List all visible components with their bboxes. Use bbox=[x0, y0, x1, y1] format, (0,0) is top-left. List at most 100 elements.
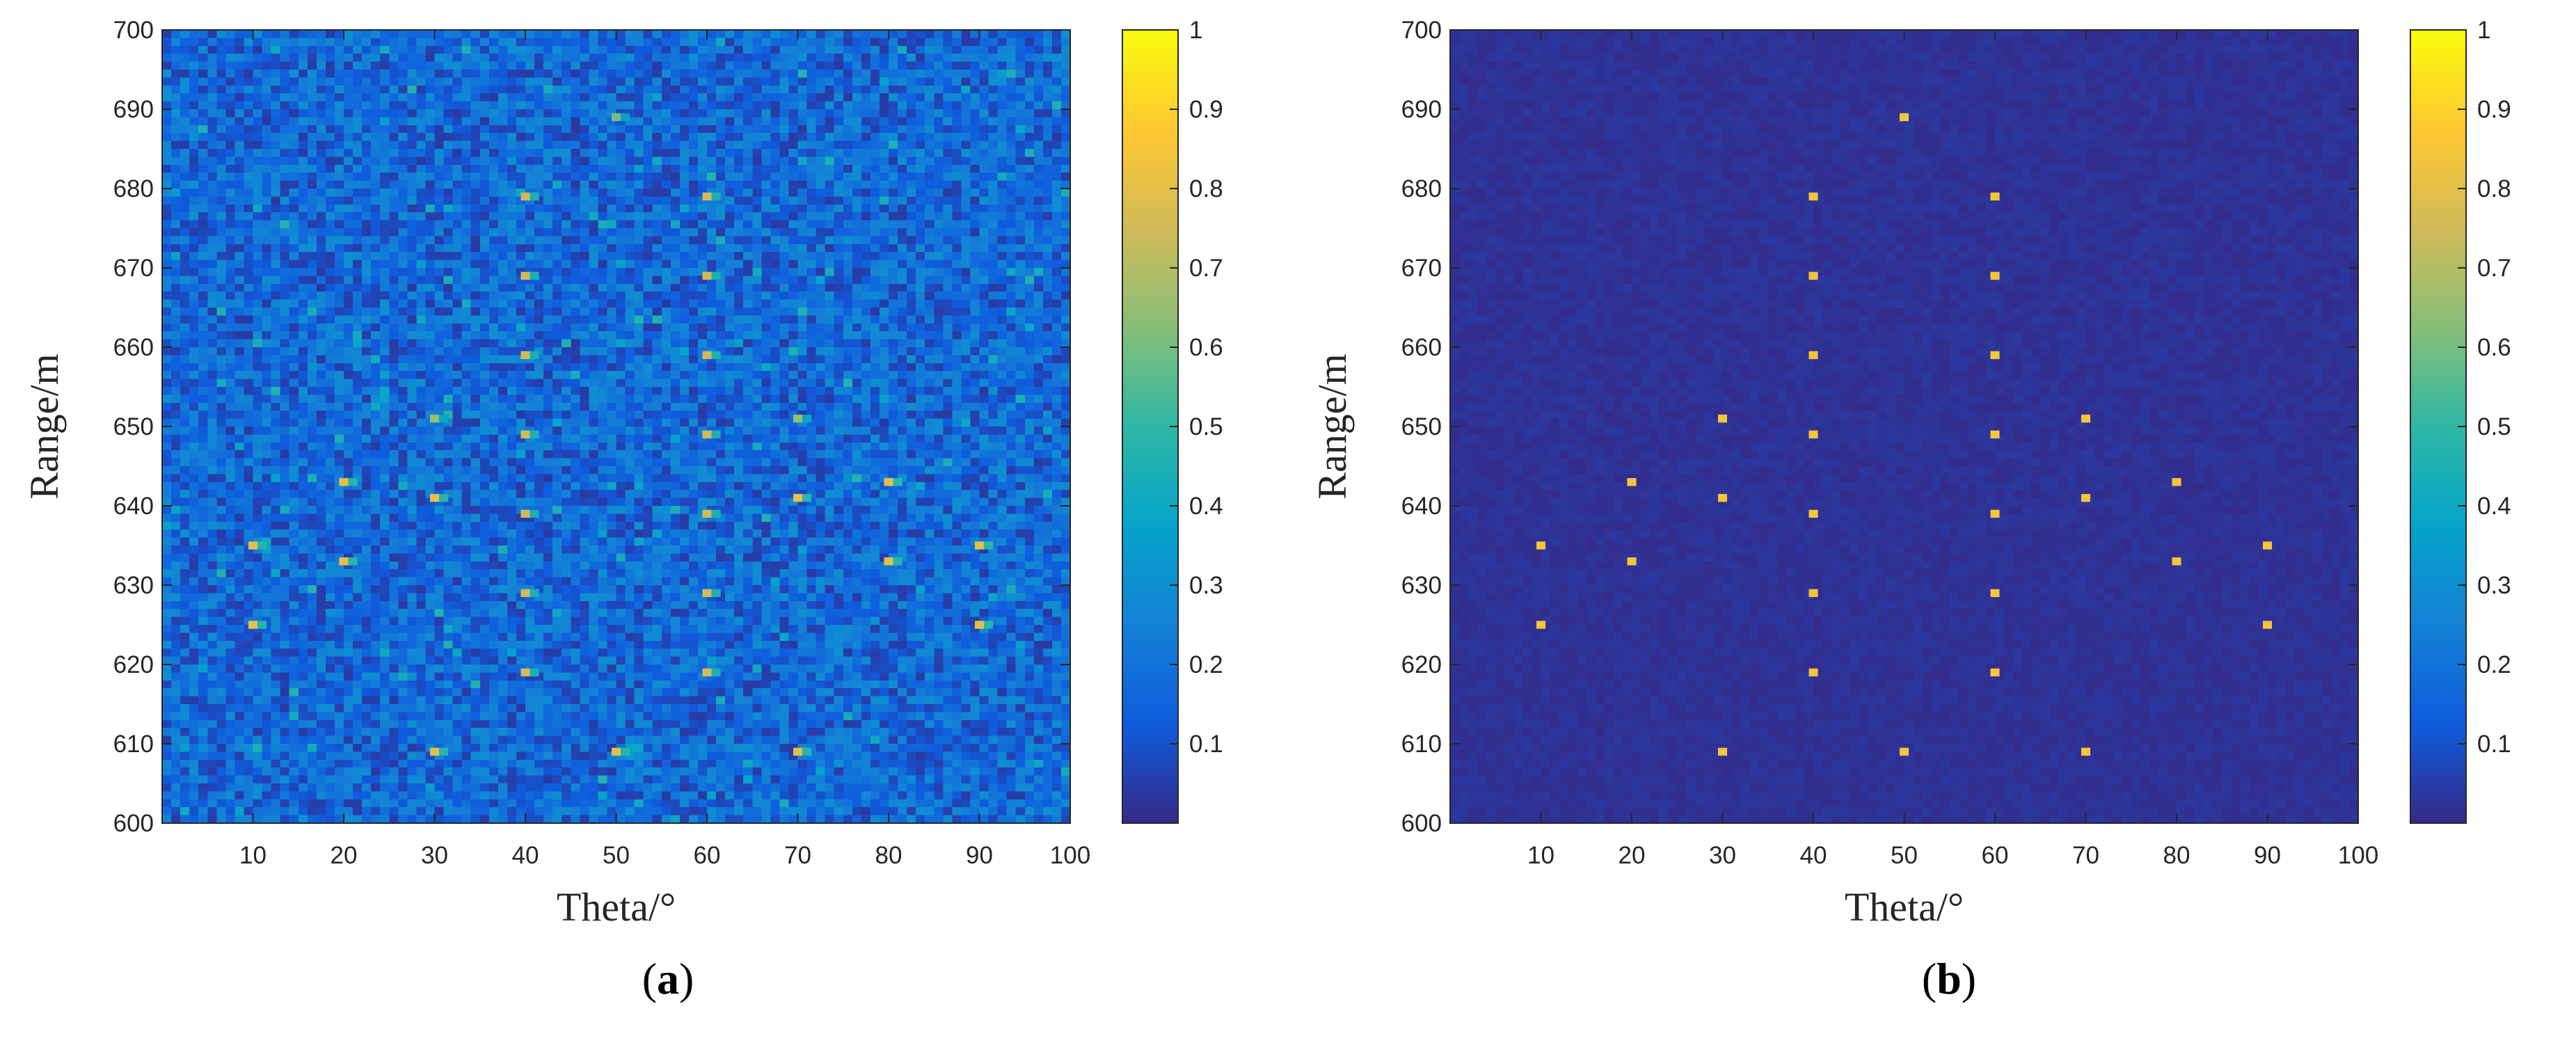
colorbar-tick-label: 0.7 bbox=[2477, 255, 2511, 282]
target-cell-neighbor bbox=[802, 414, 812, 423]
target-cell-neighbor bbox=[984, 621, 994, 629]
target-cell-neighbor bbox=[530, 668, 539, 677]
target-cell bbox=[1808, 668, 1818, 677]
target-cell bbox=[1627, 557, 1637, 566]
y-tick-label: 670 bbox=[1401, 255, 1442, 282]
y-tick-label: 600 bbox=[1401, 810, 1442, 837]
y-tick-label: 640 bbox=[1401, 493, 1442, 520]
target-cell-neighbor bbox=[984, 541, 994, 550]
colorbar-tick-label: 0.6 bbox=[1189, 334, 1223, 361]
target-cell bbox=[702, 430, 712, 439]
target-cell bbox=[611, 113, 621, 122]
colorbar-tick-label: 0.7 bbox=[1189, 255, 1223, 282]
target-cell bbox=[1990, 668, 2000, 677]
y-tick-label: 690 bbox=[113, 96, 154, 123]
target-cell bbox=[1536, 541, 1546, 550]
colorbar-tick-label: 0.2 bbox=[1189, 651, 1223, 678]
target-cell bbox=[2081, 493, 2091, 502]
x-tick-label: 70 bbox=[784, 842, 811, 869]
target-cell bbox=[1808, 192, 1818, 201]
target-cell bbox=[520, 192, 530, 201]
target-cell bbox=[2081, 747, 2091, 756]
x-tick-label: 90 bbox=[2254, 842, 2281, 869]
target-cell-neighbor bbox=[711, 430, 721, 439]
target-cell bbox=[1899, 113, 1909, 122]
target-cell-neighbor bbox=[893, 478, 903, 486]
chart-panel-b: 10 20 30 40 50 60 70 80 90 100 600 610 620 630 640 650 6… bbox=[1288, 0, 2576, 1059]
heatmap-background-cells bbox=[162, 30, 1070, 823]
target-cell bbox=[1536, 621, 1546, 629]
target-cell-neighbor bbox=[711, 351, 721, 360]
x-tick-label: 40 bbox=[512, 842, 539, 869]
target-cell-neighbor bbox=[802, 493, 812, 502]
x-tick-label: 100 bbox=[2338, 842, 2378, 869]
x-axis-label: Theta/° bbox=[557, 884, 676, 930]
y-tick-label: 680 bbox=[1401, 175, 1442, 202]
target-cell bbox=[884, 557, 893, 566]
colorbar-tick-label: 0.8 bbox=[1189, 175, 1223, 202]
x-tick-label: 10 bbox=[239, 842, 267, 869]
target-cell-neighbor bbox=[530, 430, 539, 439]
x-tick-label: 20 bbox=[331, 842, 358, 869]
colorbar-tick-label: 0.9 bbox=[1189, 96, 1223, 123]
target-cell bbox=[702, 509, 712, 518]
y-axis-label: Range/m bbox=[1310, 353, 1355, 499]
target-cell bbox=[2262, 621, 2273, 629]
target-cell bbox=[429, 493, 440, 502]
y-tick-label: 660 bbox=[113, 334, 154, 361]
colorbar-tick-label: 0.1 bbox=[2477, 731, 2511, 758]
caption-letter: b bbox=[1937, 954, 1962, 1003]
y-tick-label: 700 bbox=[1401, 17, 1442, 44]
target-cell-neighbor bbox=[893, 557, 903, 566]
target-cell bbox=[2081, 414, 2091, 423]
target-cell bbox=[248, 541, 258, 550]
target-cell bbox=[1990, 351, 2000, 360]
target-cell-neighbor bbox=[439, 493, 449, 502]
target-cell-neighbor bbox=[257, 621, 267, 629]
x-tick-label: 50 bbox=[603, 842, 630, 869]
colorbar-tick-label: 0.4 bbox=[1189, 493, 1223, 520]
target-cell-neighbor bbox=[711, 589, 721, 598]
y-tick-label: 610 bbox=[1401, 731, 1442, 758]
target-cell-neighbor bbox=[711, 192, 721, 201]
heatmap-background-cells bbox=[1450, 30, 2358, 823]
y-tick-label: 620 bbox=[113, 651, 154, 678]
target-cell bbox=[974, 621, 985, 629]
target-cell bbox=[793, 493, 803, 502]
target-cell bbox=[1808, 589, 1818, 598]
target-cell-neighbor bbox=[530, 589, 539, 598]
caption-open-paren: ( bbox=[642, 954, 657, 1003]
colorbar-tick-label: 0.5 bbox=[1189, 413, 1223, 440]
colorbar-tick-label: 1 bbox=[1189, 17, 1202, 44]
target-cell bbox=[1990, 509, 2000, 518]
target-cell bbox=[2172, 557, 2181, 566]
target-cell-neighbor bbox=[257, 541, 267, 550]
heatmap-chart-b: 10 20 30 40 50 60 70 80 90 100 600 610 620 630 640 650 6… bbox=[1310, 17, 2511, 930]
target-cell bbox=[2262, 541, 2273, 550]
colorbar-tick-label: 0.8 bbox=[2477, 175, 2511, 202]
y-tick-label: 670 bbox=[113, 255, 154, 282]
target-cell-neighbor bbox=[711, 509, 721, 518]
target-cell-neighbor bbox=[439, 414, 449, 423]
target-cell bbox=[702, 668, 712, 677]
target-cell bbox=[1808, 351, 1818, 360]
x-tick-label: 100 bbox=[1050, 842, 1090, 869]
target-cell bbox=[520, 668, 530, 677]
target-cell bbox=[429, 747, 440, 756]
caption-close-paren: ) bbox=[1961, 954, 1977, 1003]
target-cell bbox=[702, 271, 712, 280]
target-cell bbox=[339, 557, 349, 566]
x-tick-label: 40 bbox=[1800, 842, 1827, 869]
target-cell-neighbor bbox=[711, 271, 721, 280]
target-cell bbox=[429, 414, 440, 423]
target-cell-neighbor bbox=[530, 509, 539, 518]
target-cell bbox=[702, 192, 712, 201]
x-tick-label: 30 bbox=[421, 842, 448, 869]
target-cell bbox=[339, 478, 349, 486]
target-cell bbox=[1717, 414, 1728, 423]
target-cell bbox=[1627, 478, 1637, 486]
target-cell-neighbor bbox=[621, 113, 630, 122]
target-cell bbox=[702, 589, 712, 598]
caption-close-paren: ) bbox=[679, 954, 694, 1003]
panel-caption-a: (a) bbox=[598, 953, 738, 1005]
